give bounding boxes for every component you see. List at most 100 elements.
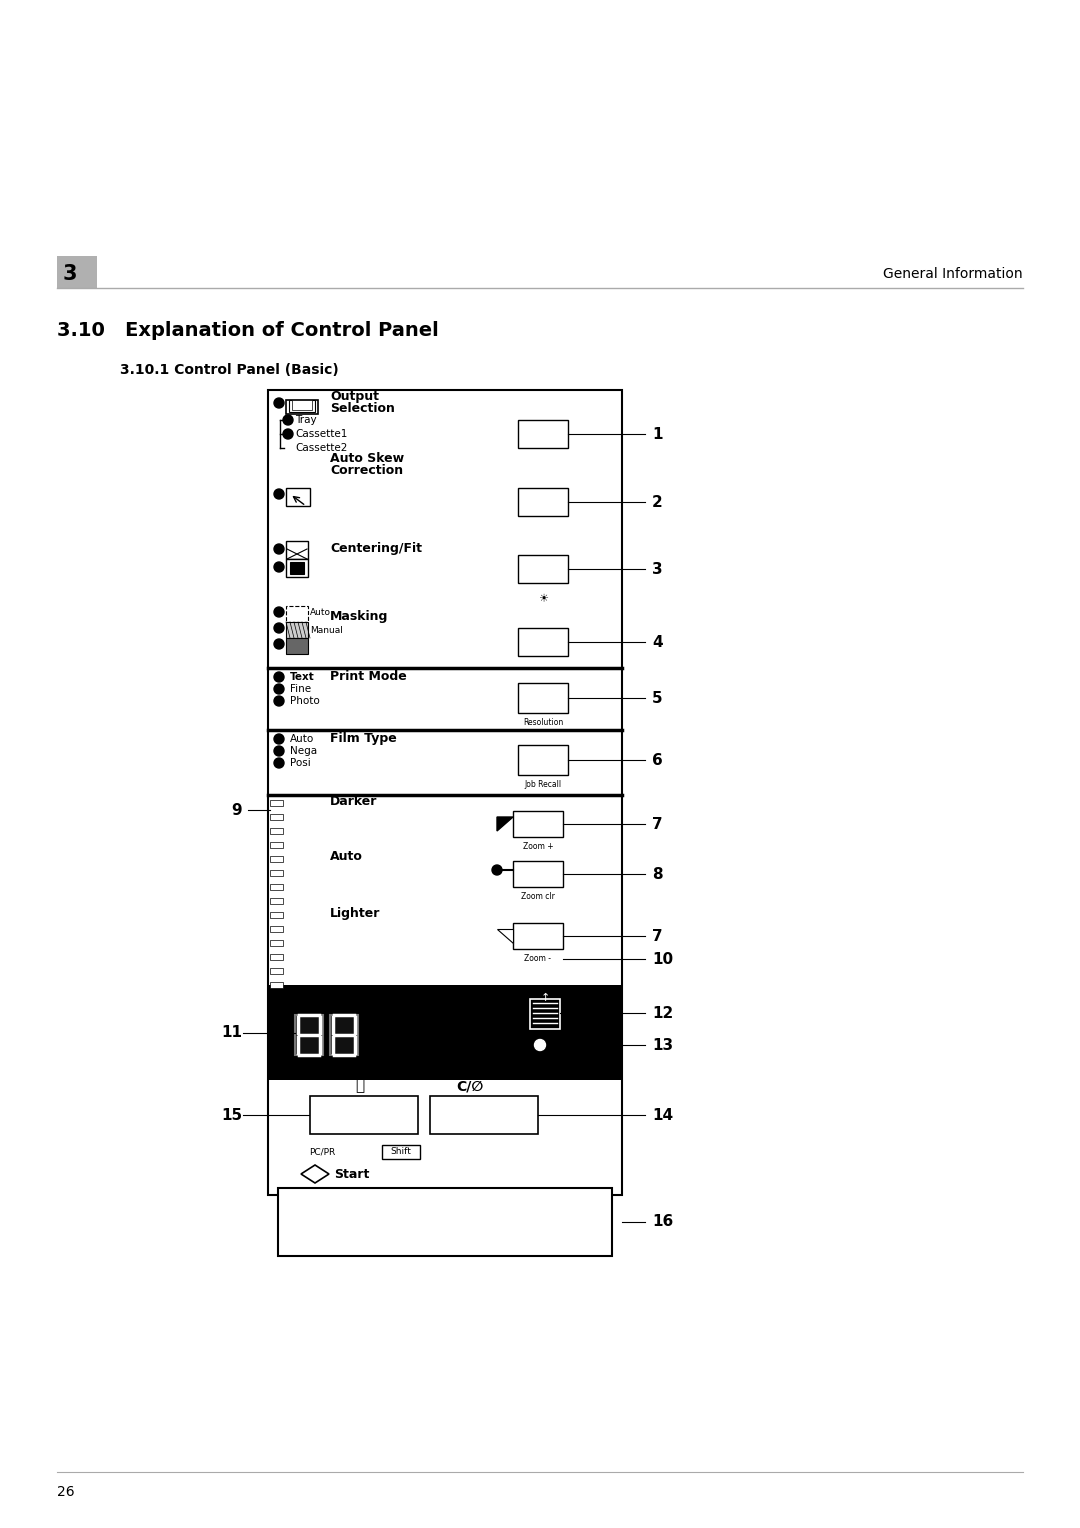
Text: Film Type: Film Type xyxy=(330,732,396,744)
Text: Output: Output xyxy=(330,390,379,402)
Text: Resolution: Resolution xyxy=(523,718,563,726)
Bar xyxy=(518,628,568,656)
Circle shape xyxy=(492,865,502,876)
Bar xyxy=(286,541,308,559)
Polygon shape xyxy=(301,1164,329,1183)
Bar xyxy=(289,400,315,413)
Bar xyxy=(286,639,308,654)
Text: Auto: Auto xyxy=(330,850,363,862)
Bar xyxy=(286,559,308,578)
Bar xyxy=(270,926,283,932)
Text: 3.10.1 Control Panel (Basic): 3.10.1 Control Panel (Basic) xyxy=(120,364,339,377)
Bar xyxy=(382,1144,420,1160)
Circle shape xyxy=(535,1039,545,1051)
Text: ⎘: ⎘ xyxy=(355,1079,365,1094)
Bar xyxy=(518,555,568,584)
Bar xyxy=(430,1096,538,1134)
Bar xyxy=(270,898,283,905)
Text: 3: 3 xyxy=(652,561,663,576)
Bar xyxy=(268,390,622,1195)
Text: 8: 8 xyxy=(652,866,663,882)
Bar xyxy=(291,562,303,575)
Bar xyxy=(270,828,283,834)
Bar xyxy=(268,986,622,1080)
Circle shape xyxy=(283,429,293,439)
Text: Auto: Auto xyxy=(310,608,330,616)
Circle shape xyxy=(274,733,284,744)
Text: Cassette1: Cassette1 xyxy=(295,429,348,439)
Polygon shape xyxy=(497,929,513,943)
Text: 10: 10 xyxy=(652,952,673,967)
Polygon shape xyxy=(497,817,513,831)
Bar xyxy=(518,420,568,448)
Text: Zoom -: Zoom - xyxy=(525,953,552,963)
Text: Job Recall: Job Recall xyxy=(525,779,562,788)
Text: 15: 15 xyxy=(221,1108,242,1123)
Text: ☀: ☀ xyxy=(538,594,548,604)
Text: Photo: Photo xyxy=(291,695,320,706)
Bar xyxy=(513,860,563,886)
Text: Auto: Auto xyxy=(291,733,314,744)
Bar xyxy=(518,746,568,775)
Text: 1: 1 xyxy=(652,426,662,442)
Bar xyxy=(292,400,312,410)
Text: Fine: Fine xyxy=(291,685,311,694)
Text: 12: 12 xyxy=(652,1005,673,1021)
Text: Text: Text xyxy=(291,672,314,681)
Text: General Information: General Information xyxy=(883,267,1023,281)
Text: ↑: ↑ xyxy=(540,993,550,1002)
Bar xyxy=(278,1187,612,1256)
Bar xyxy=(513,811,563,837)
Text: 7: 7 xyxy=(652,816,663,831)
Bar xyxy=(286,400,318,414)
Text: 3: 3 xyxy=(63,264,78,284)
Circle shape xyxy=(274,489,284,500)
Text: C/∅: C/∅ xyxy=(457,1079,484,1093)
Text: 14: 14 xyxy=(652,1108,673,1123)
Text: Cassette2: Cassette2 xyxy=(295,443,348,452)
Text: Zoom +: Zoom + xyxy=(523,842,553,851)
Bar xyxy=(270,912,283,918)
Text: 26: 26 xyxy=(57,1485,75,1499)
Circle shape xyxy=(274,695,284,706)
Bar xyxy=(286,607,308,622)
Bar xyxy=(270,801,283,805)
Text: Masking: Masking xyxy=(330,610,389,622)
Bar xyxy=(286,487,310,506)
Bar xyxy=(57,257,97,287)
Circle shape xyxy=(274,544,284,555)
Text: Auto Skew: Auto Skew xyxy=(330,451,404,465)
Bar xyxy=(270,869,283,876)
Text: Print Mode: Print Mode xyxy=(330,669,407,683)
Text: Tray: Tray xyxy=(295,416,316,425)
Bar xyxy=(270,940,283,946)
Text: Centering/Fit: Centering/Fit xyxy=(330,541,422,555)
Text: 9: 9 xyxy=(231,802,242,817)
Circle shape xyxy=(274,607,284,617)
Text: 3.10   Explanation of Control Panel: 3.10 Explanation of Control Panel xyxy=(57,321,438,339)
Circle shape xyxy=(274,623,284,633)
Bar xyxy=(270,814,283,821)
Bar xyxy=(286,622,308,639)
Bar xyxy=(295,1015,323,1054)
Text: Manual: Manual xyxy=(310,625,342,634)
Bar xyxy=(518,487,568,516)
Text: Start: Start xyxy=(334,1167,369,1181)
Text: Darker: Darker xyxy=(330,795,377,807)
Circle shape xyxy=(274,397,284,408)
Bar xyxy=(270,953,283,960)
Text: 4: 4 xyxy=(652,634,663,649)
Bar xyxy=(270,842,283,848)
Bar xyxy=(270,885,283,889)
Bar xyxy=(270,983,283,989)
Circle shape xyxy=(274,639,284,649)
Text: Selection: Selection xyxy=(330,402,395,414)
Text: Shift: Shift xyxy=(391,1148,411,1157)
Text: 7: 7 xyxy=(652,929,663,943)
Text: 2: 2 xyxy=(652,495,663,509)
Text: Posi: Posi xyxy=(291,758,311,769)
Bar xyxy=(530,999,561,1028)
Circle shape xyxy=(274,562,284,571)
Circle shape xyxy=(274,685,284,694)
Text: Correction: Correction xyxy=(330,463,403,477)
